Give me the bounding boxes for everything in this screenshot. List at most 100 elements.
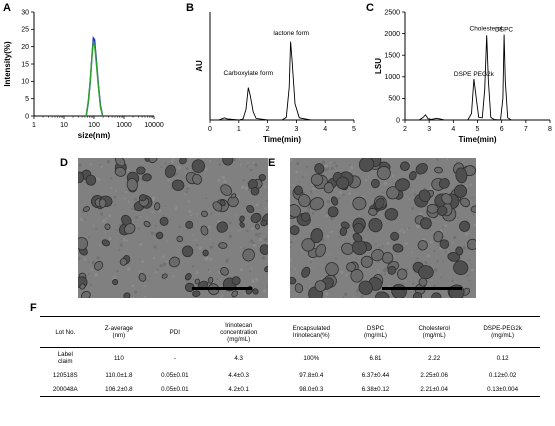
tem-particle <box>392 243 404 253</box>
table-cell: 4.3 <box>234 354 243 362</box>
table-header-cell: DSPC (mg/mL) <box>363 325 387 339</box>
tem-grain <box>240 185 244 189</box>
tem-particle <box>222 158 234 166</box>
tem-grain <box>207 269 210 271</box>
tem-particle <box>371 248 384 262</box>
tem-grain <box>127 168 130 172</box>
tem-grain <box>90 163 93 166</box>
tem-grain <box>205 197 208 200</box>
tem-grain <box>326 200 331 204</box>
tem-grain <box>325 292 329 296</box>
tem-grain <box>164 162 167 165</box>
y-axis-title: LSU <box>374 58 383 74</box>
tem-grain <box>250 266 253 269</box>
tem-grain <box>162 262 167 266</box>
panel-label-c: C <box>366 2 374 14</box>
tem-grain <box>130 260 132 262</box>
x-tick-label: 100 <box>88 122 100 129</box>
tem-grain <box>436 158 439 162</box>
tem-grain <box>154 271 157 274</box>
tem-grain <box>444 224 448 228</box>
tem-grain <box>252 241 255 245</box>
tem-grain <box>164 205 167 207</box>
tem-grain <box>124 190 127 194</box>
tem-grain <box>151 198 155 202</box>
tem-grain <box>442 260 444 263</box>
tem-grain <box>310 192 313 195</box>
tem-grain <box>243 247 246 250</box>
tem-grain <box>364 239 368 242</box>
tem-grain <box>466 274 469 277</box>
tem-grain <box>408 227 411 229</box>
tem-grain <box>345 274 348 277</box>
tem-grain <box>412 282 415 285</box>
tem-particle <box>351 239 367 256</box>
tem-particle <box>239 221 245 228</box>
tem-grain <box>465 232 468 236</box>
tem-grain <box>162 215 165 218</box>
tem-grain <box>170 218 172 221</box>
tem-grain <box>321 160 326 165</box>
panel-label-f: F <box>30 302 37 314</box>
tem-particle <box>360 255 373 268</box>
tem-grain <box>409 187 412 189</box>
tem-grain <box>409 162 411 165</box>
tem-grain <box>263 237 268 242</box>
tem-particle <box>179 158 187 165</box>
tem-grain <box>348 169 351 173</box>
tem-particle <box>453 260 469 276</box>
tem-particle <box>353 222 364 234</box>
tem-particle <box>218 242 228 249</box>
tem-particle <box>315 243 326 258</box>
tem-particle <box>143 220 151 228</box>
tem-particle <box>164 164 176 178</box>
tem-particle <box>200 225 209 236</box>
tem-grain <box>204 167 208 171</box>
tem-grain <box>362 195 365 198</box>
tem-grain <box>433 250 436 253</box>
tem-grain <box>234 215 236 217</box>
tem-grain <box>209 238 211 241</box>
table-cell: 2.22 <box>428 354 441 362</box>
tem-grain <box>177 166 181 170</box>
tem-particle <box>126 178 138 192</box>
tem-grain <box>219 296 222 298</box>
tem-grain <box>294 268 297 271</box>
tem-grain <box>377 260 381 263</box>
table-header-cell: Z-average (nm) <box>104 325 133 339</box>
tem-particle <box>250 186 260 196</box>
x-tick-label: 1 <box>32 122 36 129</box>
tem-grain <box>326 234 330 238</box>
tem-particle <box>370 178 380 189</box>
tem-particle <box>415 162 428 175</box>
tem-particle <box>239 215 245 223</box>
tem-grain <box>404 242 408 246</box>
tem-grain <box>204 257 208 261</box>
tem-grain <box>309 260 313 263</box>
x-tick-label: 0 <box>208 126 212 133</box>
tem-particle <box>437 205 448 216</box>
tem-grain <box>166 239 168 241</box>
tem-grain <box>452 241 455 244</box>
tem-grain <box>290 246 292 249</box>
tem-grain <box>208 270 211 274</box>
table-cell: 110.0±1.8 <box>105 371 133 379</box>
tem-grain <box>143 295 147 298</box>
tem-grain <box>252 243 256 247</box>
tem-grain <box>383 273 387 276</box>
tem-grain <box>426 160 428 162</box>
tem-particle <box>260 219 268 227</box>
tem-particle <box>101 239 110 247</box>
tem-grain <box>360 295 364 298</box>
series-line-1 <box>210 41 354 121</box>
tem-grain <box>192 278 195 281</box>
tem-grain <box>307 206 311 210</box>
table-cell: 6.37±0.44 <box>361 371 390 379</box>
tem-image-d-particles <box>78 158 268 298</box>
tem-grain <box>185 167 189 171</box>
tem-particle <box>352 196 367 211</box>
tem-grain <box>106 159 111 164</box>
tem-grain <box>91 268 94 271</box>
tem-particle <box>231 276 241 286</box>
tem-image-e-particles <box>290 158 476 298</box>
